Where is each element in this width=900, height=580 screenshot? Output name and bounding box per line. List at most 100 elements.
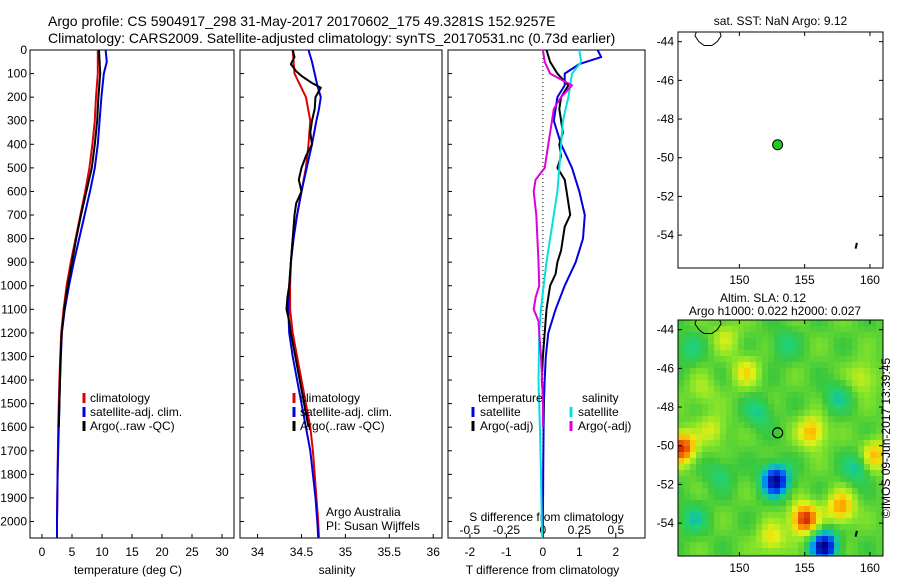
- sla-cell: [864, 320, 870, 326]
- sla-cell: [858, 482, 864, 488]
- sla-cell: [690, 440, 696, 446]
- sla-cell: [846, 416, 852, 422]
- sla-cell: [738, 482, 744, 488]
- sla-cell: [720, 392, 726, 398]
- plot-frame: [447, 49, 646, 539]
- sla-cell: [744, 482, 750, 488]
- sla-cell: [684, 428, 690, 434]
- sla-cell: [846, 380, 852, 386]
- sla-cell: [702, 476, 708, 482]
- sla-cell: [858, 392, 864, 398]
- sla-cell: [738, 506, 744, 512]
- sla-cell: [774, 338, 780, 344]
- sla-cell: [756, 398, 762, 404]
- sla-cell: [786, 524, 792, 530]
- sla-cell: [816, 494, 822, 500]
- sla-cell: [768, 488, 774, 494]
- sla-cell: [852, 380, 858, 386]
- sla-cell: [702, 428, 708, 434]
- sla-cell: [870, 422, 876, 428]
- sla-cell: [774, 446, 780, 452]
- sla-cell: [768, 344, 774, 350]
- sla-cell: [870, 542, 876, 548]
- sla-cell: [750, 350, 756, 356]
- sla-cell: [726, 386, 732, 392]
- sla-cell: [864, 350, 870, 356]
- sla-cell: [852, 422, 858, 428]
- sla-cell: [864, 386, 870, 392]
- sla-cell: [828, 512, 834, 518]
- sla-cell: [720, 494, 726, 500]
- sla-cell: [792, 374, 798, 380]
- sla-cell: [762, 512, 768, 518]
- sla-cell: [798, 428, 804, 434]
- sla-cell: [714, 404, 720, 410]
- sla-cell: [708, 500, 714, 506]
- sla-cell: [756, 410, 762, 416]
- sla-cell: [696, 518, 702, 524]
- sla-cell: [828, 554, 834, 556]
- map-frame: [677, 31, 884, 269]
- sla-cell: [690, 404, 696, 410]
- sla-cell: [864, 362, 870, 368]
- sla-cell: [714, 320, 720, 326]
- sla-cell: [738, 518, 744, 524]
- sla-cell: [774, 536, 780, 542]
- y-tick-label: -50: [657, 151, 675, 165]
- sla-cell: [726, 392, 732, 398]
- sla-cell: [786, 416, 792, 422]
- sla-cell: [696, 440, 702, 446]
- sla-cell: [750, 476, 756, 482]
- sla-cell: [804, 452, 810, 458]
- sla-cell: [732, 398, 738, 404]
- sla-cell: [846, 320, 852, 326]
- sla-cell: [810, 362, 816, 368]
- sla-cell: [714, 338, 720, 344]
- sla-cell: [834, 440, 840, 446]
- sla-cell: [738, 500, 744, 506]
- sla-cell: [804, 350, 810, 356]
- sla-cell: [804, 512, 810, 518]
- sla-cell: [732, 338, 738, 344]
- legend-label: Argo(..raw -QC): [300, 419, 385, 433]
- sla-cell: [876, 470, 882, 476]
- sla-cell: [834, 320, 840, 326]
- sla-cell: [768, 452, 774, 458]
- sla-cell: [726, 554, 732, 556]
- sla-cell: [816, 416, 822, 422]
- sla-cell: [798, 548, 804, 554]
- sla-cell: [708, 536, 714, 542]
- sla-cell: [684, 458, 690, 464]
- legend-title: temperature: [478, 391, 543, 405]
- sla-cell: [792, 488, 798, 494]
- sla-cell: [834, 434, 840, 440]
- sla-cell: [870, 326, 876, 332]
- sla-cell: [750, 458, 756, 464]
- sla-cell: [762, 440, 768, 446]
- sla-cell: [696, 554, 702, 556]
- sla-cell: [756, 446, 762, 452]
- sla-cell: [810, 518, 816, 524]
- sla-cell: [840, 524, 846, 530]
- sla-cell: [726, 404, 732, 410]
- sla-cell: [720, 374, 726, 380]
- sla-cell: [690, 524, 696, 530]
- sla-cell: [810, 338, 816, 344]
- sla-cell: [798, 416, 804, 422]
- sla-cell: [726, 344, 732, 350]
- sla-cell: [762, 398, 768, 404]
- sla-cell: [834, 548, 840, 554]
- sla-cell: [750, 416, 756, 422]
- sla-cell: [864, 512, 870, 518]
- sla-cell: [822, 518, 828, 524]
- sla-cell: [756, 386, 762, 392]
- sla-cell: [702, 362, 708, 368]
- sla-cell: [786, 404, 792, 410]
- sla-cell: [732, 404, 738, 410]
- sla-cell: [756, 542, 762, 548]
- sla-cell: [696, 362, 702, 368]
- y-tick-label: 1200: [0, 326, 27, 340]
- sla-cell: [690, 482, 696, 488]
- sla-cell: [756, 368, 762, 374]
- sla-cell: [852, 350, 858, 356]
